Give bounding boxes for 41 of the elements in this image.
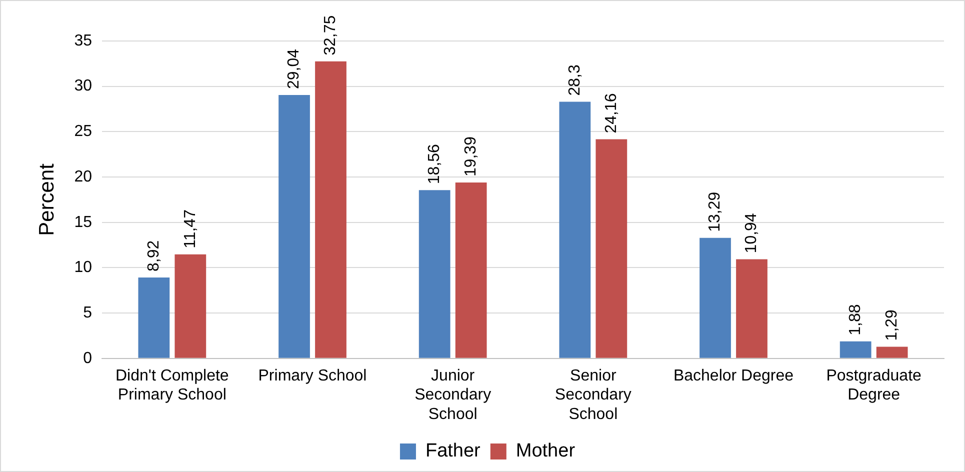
data-label: 24,16 bbox=[602, 93, 620, 134]
bar bbox=[278, 95, 310, 358]
bar bbox=[596, 139, 628, 358]
y-tick-label: 5 bbox=[83, 304, 92, 322]
data-label: 8,92 bbox=[145, 240, 162, 272]
bar bbox=[559, 102, 591, 358]
y-tick-label: 0 bbox=[83, 350, 92, 367]
bar bbox=[876, 346, 908, 358]
bar bbox=[840, 341, 872, 358]
x-tick-label: Junior Secondary School bbox=[414, 367, 492, 423]
x-tick-label: Bachelor Degree bbox=[673, 367, 794, 384]
y-tick-label: 30 bbox=[74, 78, 92, 95]
x-tick-label: Didn't Complete Primary School bbox=[116, 367, 229, 404]
bar bbox=[736, 259, 768, 358]
data-label: 13,29 bbox=[706, 192, 724, 232]
y-tick-label: 25 bbox=[74, 123, 92, 140]
data-label: 28,3 bbox=[566, 64, 584, 96]
data-label: 10,94 bbox=[743, 213, 760, 254]
x-tick-label: Senior Secondary School bbox=[554, 367, 632, 423]
y-tick-label: 10 bbox=[74, 259, 92, 276]
data-label: 19,39 bbox=[462, 136, 480, 177]
y-axis-title: Percent bbox=[35, 163, 58, 236]
x-tick-label: Primary School bbox=[258, 367, 367, 384]
legend-label: Mother bbox=[516, 440, 576, 462]
bar bbox=[418, 190, 450, 358]
y-tick-label: 20 bbox=[74, 168, 92, 186]
data-label: 1,88 bbox=[846, 304, 864, 336]
bar bbox=[455, 182, 487, 358]
bar bbox=[315, 61, 346, 358]
y-tick-label: 35 bbox=[74, 32, 92, 50]
legend-label: Father bbox=[425, 440, 482, 462]
data-label: 18,56 bbox=[426, 144, 443, 184]
data-label: 29,04 bbox=[286, 48, 303, 90]
y-tick-label: 15 bbox=[74, 214, 92, 231]
x-tick-label: Postgraduate Degree bbox=[826, 367, 922, 404]
data-label: 11,47 bbox=[182, 209, 199, 248]
bar bbox=[174, 254, 206, 358]
bar bbox=[700, 238, 731, 358]
data-label: 1,29 bbox=[883, 309, 900, 341]
data-label: 32,75 bbox=[322, 15, 340, 56]
bar bbox=[138, 278, 170, 358]
